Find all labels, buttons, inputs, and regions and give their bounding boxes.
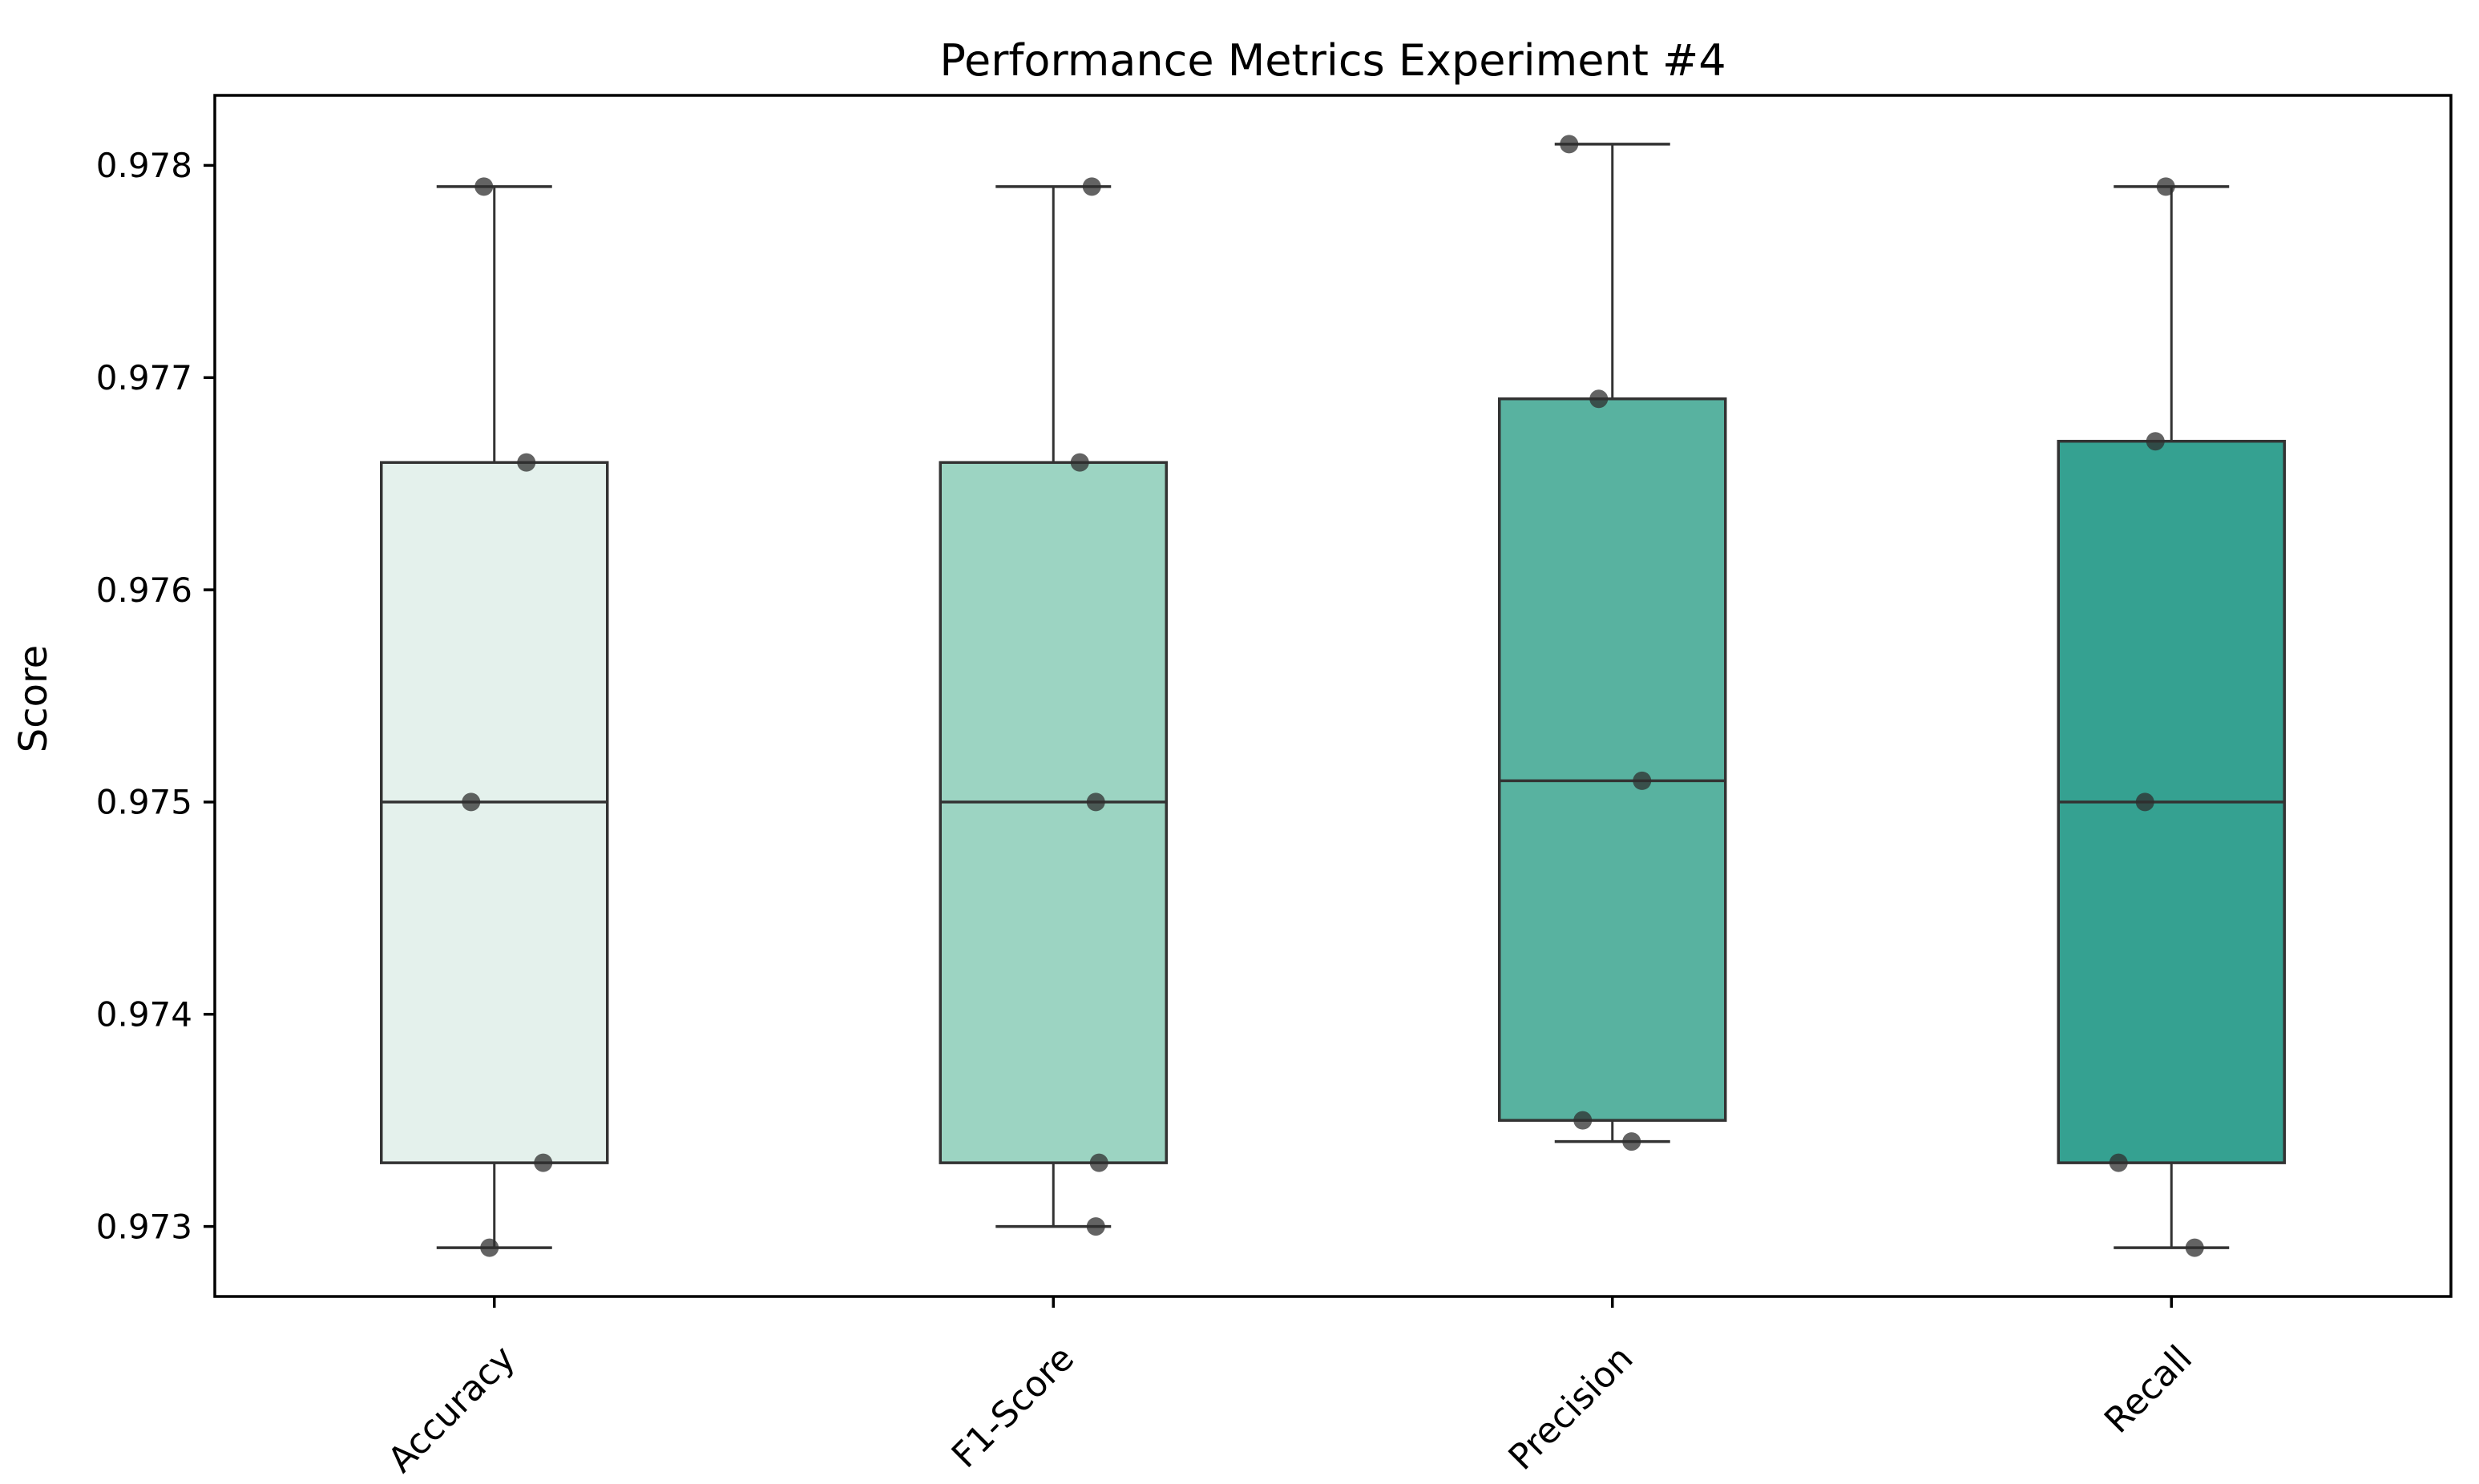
box-recall [2057,185,2286,1249]
x-tick-label-accuracy: Accuracy [380,1338,523,1481]
iqr-box [380,461,609,1164]
data-point-recall [2146,432,2165,451]
box-f1-score [939,185,1168,1228]
y-tick-label: 0.977 [96,358,192,397]
boxes [380,143,2286,1249]
x-tick-label-f1-score: F1-Score [944,1338,1082,1476]
y-tick-label: 0.978 [96,146,192,185]
data-points [462,135,2204,1257]
data-point-accuracy [474,177,494,196]
data-point-f1-score [1086,1217,1105,1236]
data-point-accuracy [534,1153,553,1172]
y-axis-ticks: 0.973 0.974 0.975 0.976 0.977 0.978 [96,146,215,1246]
y-tick-label: 0.975 [96,783,192,822]
x-tick-label-precision: Precision [1501,1338,1641,1478]
x-tick-label-recall: Recall [2097,1338,2200,1442]
data-point-f1-score [1086,792,1105,812]
data-point-f1-score [1070,453,1089,472]
data-point-precision [1622,1132,1641,1151]
y-axis-label: Score [11,645,56,752]
y-tick-label: 0.974 [96,994,192,1034]
iqr-box [1498,397,1727,1122]
box-precision [1498,143,1727,1143]
chart-title: Performance Metrics Experiment #4 [939,35,1726,86]
plot-area-border [213,94,2453,1298]
data-point-recall [2135,792,2154,812]
data-point-recall [2156,177,2175,196]
data-point-recall [2109,1153,2128,1172]
data-point-precision [1633,771,1652,790]
iqr-box [939,461,1168,1164]
box-accuracy [380,185,609,1249]
data-point-accuracy [462,792,481,812]
data-point-f1-score [1082,177,1101,196]
data-point-accuracy [517,453,536,472]
data-point-precision [1560,135,1579,154]
data-point-f1-score [1089,1153,1108,1172]
data-point-precision [1589,389,1609,409]
data-point-recall [2185,1238,2204,1257]
data-point-accuracy [480,1238,499,1257]
y-tick-label: 0.973 [96,1207,192,1246]
data-point-precision [1573,1111,1593,1130]
y-tick-label: 0.976 [96,571,192,610]
x-axis-ticks: Accuracy F1-Score Precision Recall [380,1296,2200,1481]
